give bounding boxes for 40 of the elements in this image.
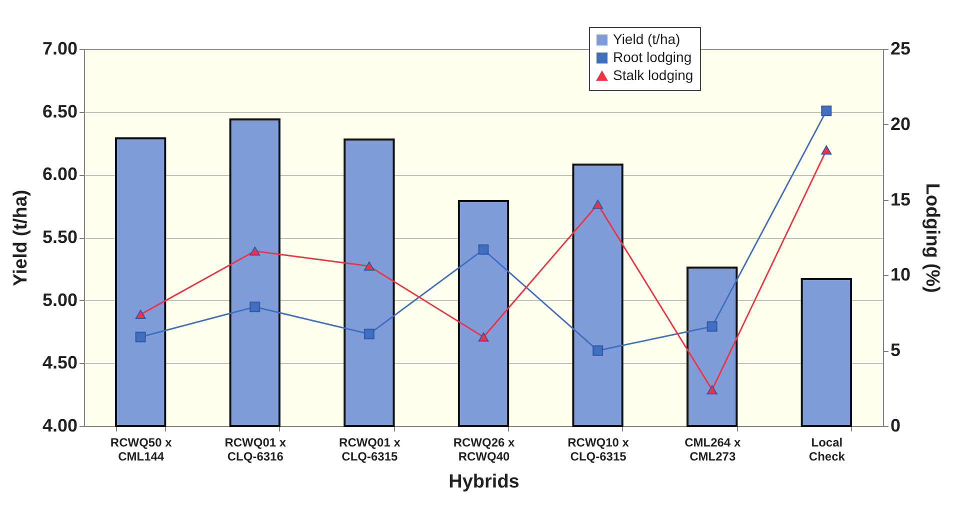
- y-tick-label: 7.00: [42, 38, 78, 58]
- y-tick-label: 5.00: [42, 290, 78, 310]
- point: [135, 332, 146, 342]
- x-axis-title: Hybrids: [448, 472, 520, 492]
- y-tick-label: 4.50: [42, 352, 78, 373]
- x-tick-label: RCWQ50 x CML144: [110, 436, 172, 464]
- y2-axis-title: Lodging (%): [922, 183, 943, 293]
- legend-label: Root lodging: [613, 49, 692, 65]
- point: [478, 332, 489, 342]
- y2-tick-label: 0: [890, 416, 901, 436]
- point: [135, 310, 146, 320]
- legend-label: Yield (t/ha): [613, 31, 680, 47]
- x-tick-label: RCWQ26 x RCWQ40: [453, 436, 515, 464]
- point: [364, 328, 374, 340]
- point: [250, 246, 260, 256]
- y-tick-label: 6.00: [42, 164, 78, 184]
- y2-tick-label: 10: [890, 264, 911, 285]
- x-tick-label: Local Check: [808, 436, 846, 464]
- y2-tick-label: 20: [890, 114, 911, 134]
- point: [706, 385, 718, 394]
- point: [592, 200, 604, 209]
- x-tick-label: RCWQ01 x CLQ-6316: [224, 436, 286, 464]
- x-tick-label: RCWQ10 x CLQ-6315: [568, 436, 630, 464]
- y-axis-title: Yield (t/ha): [10, 190, 32, 286]
- y-tick-label: 5.50: [42, 227, 78, 247]
- point: [364, 262, 374, 271]
- y-tick-label: 4.00: [42, 416, 78, 436]
- y2-tick-label: 5: [890, 340, 901, 360]
- point: [592, 345, 604, 356]
- point: [706, 321, 718, 332]
- y2-tick-label: 15: [890, 189, 911, 210]
- point: [250, 302, 260, 312]
- x-tick-label: RCWQ01 x CLQ-6315: [339, 436, 401, 464]
- point: [821, 106, 832, 116]
- point: [478, 244, 489, 255]
- x-tick-label: CML264 x CML273: [684, 436, 741, 464]
- legend-label: Stalk lodging: [613, 67, 694, 83]
- y2-tick-label: 25: [890, 38, 911, 58]
- point: [821, 145, 832, 155]
- y-tick-label: 6.50: [42, 101, 78, 122]
